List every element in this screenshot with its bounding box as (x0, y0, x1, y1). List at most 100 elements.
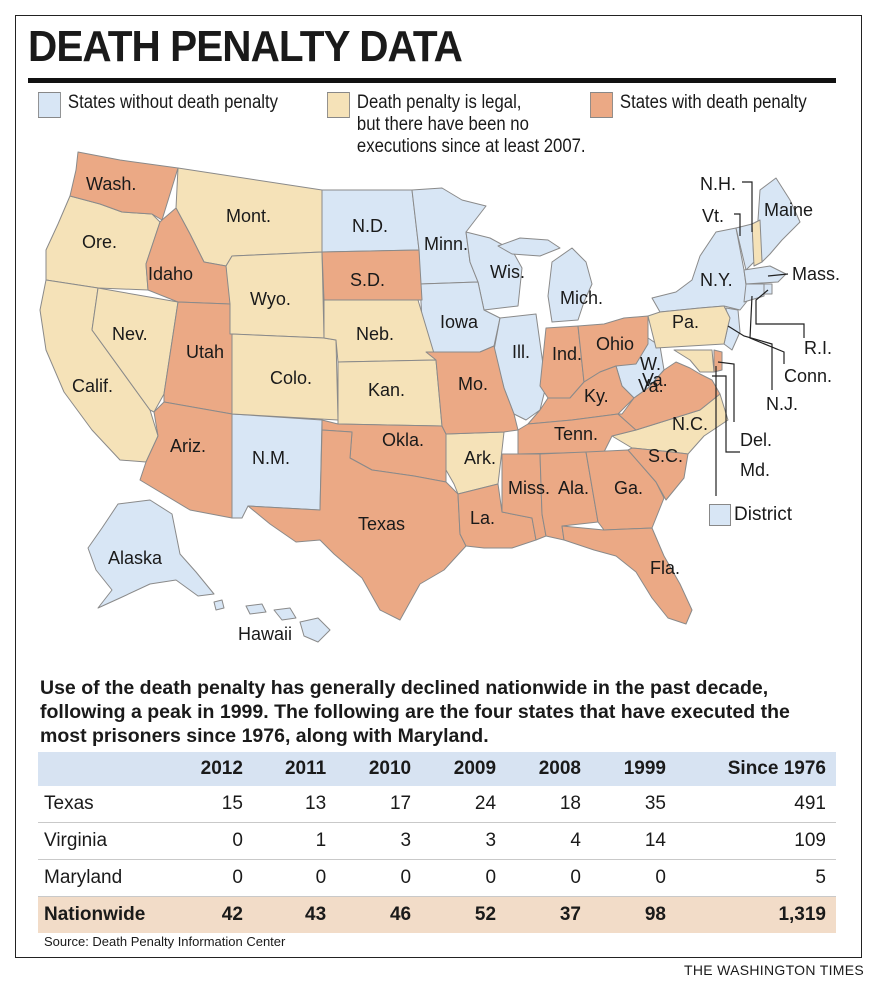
legend-item-no-penalty: States without death penalty (38, 92, 278, 118)
legend-swatch-legal (327, 92, 350, 118)
legend-swatch-no-penalty (38, 92, 61, 118)
table-row: Virginia 0 1 3 3 4 14 109 (38, 822, 836, 860)
table-header-row: 2012 2011 2010 2009 2008 1999 Since 1976 (38, 752, 836, 786)
table-cell: 13 (252, 786, 337, 823)
label-or: Ore. (82, 232, 117, 252)
table-cell: 3 (336, 822, 422, 860)
label-ia: Iowa (440, 312, 479, 332)
label-me: Maine (764, 200, 813, 220)
title-rule (28, 78, 836, 83)
label-hi: Hawaii (238, 624, 292, 644)
label-wv-1: W. (640, 354, 661, 374)
label-nv: Nev. (112, 324, 148, 344)
table-cell: 491 (676, 786, 836, 823)
label-mt: Mont. (226, 206, 271, 226)
label-nj: N.J. (766, 394, 798, 414)
column-header: 2009 (421, 752, 507, 786)
table-total-row: Nationwide 42 43 46 52 37 98 1,319 (38, 896, 836, 933)
label-nd: N.D. (352, 216, 388, 236)
table-cell: 5 (676, 859, 836, 897)
table-cell: 1 (252, 822, 337, 860)
table-cell: 0 (336, 859, 422, 897)
table-cell: 17 (336, 786, 422, 823)
table-cell: 42 (168, 896, 253, 933)
state-sd (321, 249, 423, 301)
label-ma: Mass. (792, 264, 840, 284)
state-nh (751, 219, 763, 267)
label-ne: Neb. (356, 324, 394, 344)
table-cell: 0 (590, 859, 676, 897)
label-ks: Kan. (368, 380, 405, 400)
label-wv-2: Va. (638, 376, 664, 396)
table-cell: 37 (506, 896, 591, 933)
label-ny: N.Y. (700, 270, 733, 290)
table-cell: 0 (168, 859, 253, 897)
table-row: Texas 15 13 17 24 18 35 491 (38, 786, 836, 823)
state-de (713, 349, 723, 373)
us-map: Wash. Ore. Calif. Idaho Nev. Mont. Wyo. … (39, 151, 840, 644)
label-nc: N.C. (672, 414, 708, 434)
table-cell: 46 (336, 896, 422, 933)
state-fl (561, 525, 693, 625)
label-ky: Ky. (584, 386, 609, 406)
label-tx: Texas (358, 514, 405, 534)
label-ga: Ga. (614, 478, 643, 498)
table-cell: 15 (168, 786, 253, 823)
label-in: Ind. (552, 344, 582, 364)
summary-text: Use of the death penalty has generally d… (40, 677, 790, 747)
table-cell: 0 (252, 859, 337, 897)
label-vt: Vt. (702, 206, 724, 226)
table-cell: 0 (421, 859, 507, 897)
column-header: 1999 (590, 752, 676, 786)
legend-item-legal-no-executions: Death penalty is legal, but there have b… (327, 92, 586, 158)
state-sc (627, 447, 689, 501)
column-header: 2011 (252, 752, 337, 786)
label-ut: Utah (186, 342, 224, 362)
label-nm: N.M. (252, 448, 290, 468)
state-pa (647, 305, 731, 349)
column-header: Since 1976 (676, 752, 836, 786)
table-cell: Maryland (38, 859, 168, 897)
table-cell: 24 (421, 786, 507, 823)
label-id: Idaho (148, 264, 193, 284)
label-wy: Wyo. (250, 289, 291, 309)
state-ma (743, 265, 787, 285)
state-ct (743, 283, 765, 303)
state-hi-3 (273, 607, 297, 621)
state-tx (247, 429, 467, 621)
leader-lines (712, 181, 805, 496)
table-cell: Nationwide (38, 896, 168, 933)
label-la: La. (470, 508, 495, 528)
column-header (38, 752, 168, 786)
source-note: Source: Death Penalty Information Center (44, 934, 286, 949)
table-cell: 18 (506, 786, 591, 823)
table-cell: Texas (38, 786, 168, 823)
label-mn: Minn. (424, 234, 468, 254)
state-hi-1 (213, 599, 225, 611)
state-mi-up (497, 237, 561, 257)
label-il: Ill. (512, 342, 530, 362)
label-de: Del. (740, 430, 772, 450)
table-cell: 43 (252, 896, 337, 933)
table-cell: 14 (590, 822, 676, 860)
column-header: 2010 (336, 752, 422, 786)
state-ak (87, 499, 215, 609)
label-va: Va. (642, 370, 668, 390)
publisher-credit: THE WASHINGTON TIMES (684, 962, 864, 978)
label-ms: Miss. (508, 478, 550, 498)
label-co: Colo. (270, 368, 312, 388)
label-ri: R.I. (804, 338, 832, 358)
label-wi: Wis. (490, 262, 525, 282)
label-ak: Alaska (108, 548, 163, 568)
label-oh: Ohio (596, 334, 634, 354)
label-fl: Fla. (650, 558, 680, 578)
legend-label: States without death penalty (67, 92, 278, 113)
graphic-frame (15, 15, 862, 958)
state-hi-2 (245, 603, 267, 615)
column-header: 2012 (168, 752, 253, 786)
table-cell: 3 (421, 822, 507, 860)
legend-swatch-with-penalty (590, 92, 613, 118)
label-nh: N.H. (700, 174, 736, 194)
state-md (673, 349, 715, 373)
table-cell: 1,319 (676, 896, 836, 933)
